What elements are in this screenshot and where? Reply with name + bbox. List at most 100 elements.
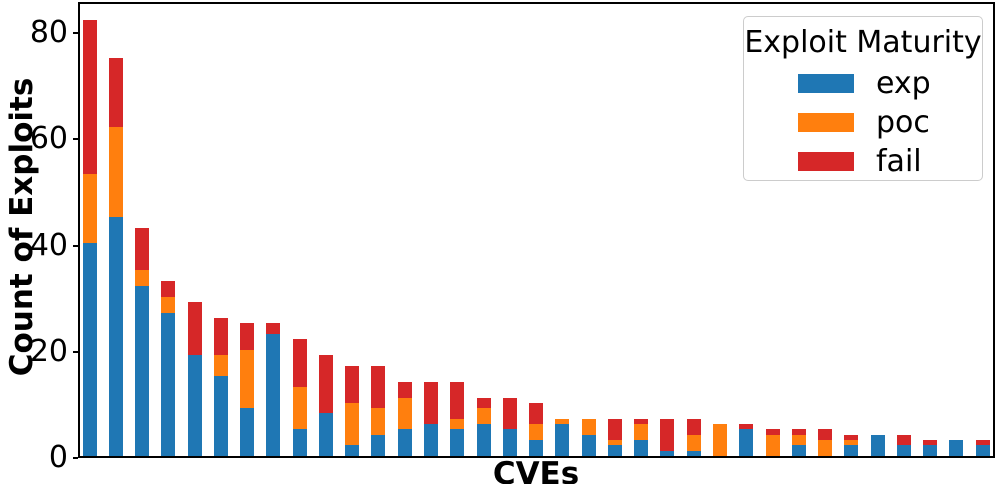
bar-segment-exp bbox=[503, 429, 517, 456]
bar-segment-poc bbox=[398, 398, 412, 429]
y-tick-label: 0 bbox=[48, 440, 68, 475]
legend-entry-fail: fail bbox=[744, 142, 982, 181]
bar-segment-fail bbox=[503, 398, 517, 429]
bar-segment-poc bbox=[293, 387, 307, 429]
bar-segment-exp bbox=[371, 435, 385, 456]
bar-segment-fail bbox=[398, 382, 412, 398]
bar-segment-fail bbox=[135, 228, 149, 270]
y-tick-mark bbox=[73, 32, 78, 34]
bar-segment-poc bbox=[792, 435, 806, 445]
bar-segment-fail bbox=[608, 419, 622, 440]
bar-segment-exp bbox=[345, 445, 359, 456]
bar-segment-fail bbox=[897, 435, 911, 445]
bar-segment-poc bbox=[214, 355, 228, 376]
bar-segment-exp bbox=[844, 445, 858, 456]
bar-segment-exp bbox=[949, 440, 963, 456]
bar-segment-poc bbox=[582, 419, 596, 435]
y-tick-label: 40 bbox=[29, 227, 68, 263]
y-tick-mark bbox=[73, 350, 78, 353]
bar-segment-fail bbox=[844, 435, 858, 440]
bar-segment-exp bbox=[555, 424, 569, 456]
bar-segment-fail bbox=[266, 323, 280, 334]
legend-swatch-exp bbox=[798, 74, 854, 93]
bar-segment-poc bbox=[450, 419, 464, 429]
bar-segment-fail bbox=[739, 424, 753, 429]
legend-label-exp: exp bbox=[876, 66, 931, 101]
bar-segment-exp bbox=[871, 435, 885, 456]
legend-title: Exploit Maturity bbox=[744, 25, 982, 60]
bar-segment-exp bbox=[897, 445, 911, 456]
y-tick-label: 20 bbox=[29, 333, 68, 369]
bar-segment-fail bbox=[660, 419, 674, 451]
bar-segment-exp bbox=[477, 424, 491, 456]
bar-segment-exp bbox=[923, 445, 937, 456]
bar-segment-exp bbox=[608, 445, 622, 456]
legend-swatch-poc bbox=[798, 113, 854, 132]
y-tick-label: 60 bbox=[29, 121, 68, 157]
x-axis-label: CVEs bbox=[492, 456, 580, 484]
bar-segment-fail bbox=[293, 339, 307, 387]
bar-segment-fail bbox=[424, 382, 438, 424]
bar-segment-exp bbox=[293, 429, 307, 456]
bar-segment-fail bbox=[240, 323, 254, 350]
bar-segment-fail bbox=[818, 429, 832, 440]
bar-segment-exp bbox=[398, 429, 412, 456]
bar-segment-exp bbox=[424, 424, 438, 456]
bar-segment-poc bbox=[135, 270, 149, 286]
bar-segment-fail bbox=[634, 419, 648, 424]
y-tick-mark bbox=[73, 457, 78, 459]
bar-segment-exp bbox=[687, 451, 701, 456]
bar-segment-exp bbox=[582, 435, 596, 456]
y-tick-mark bbox=[73, 138, 78, 141]
bar-segment-exp bbox=[161, 313, 175, 456]
bar-segment-poc bbox=[555, 419, 569, 424]
bar-segment-fail bbox=[371, 366, 385, 408]
bar-segment-fail bbox=[214, 318, 228, 355]
bar-segment-fail bbox=[477, 398, 491, 408]
bar-segment-poc bbox=[83, 174, 97, 243]
bar-segment-exp bbox=[109, 217, 123, 456]
bar-segment-poc bbox=[345, 403, 359, 445]
bar-segment-exp bbox=[529, 440, 543, 456]
bar-segment-poc bbox=[109, 127, 123, 217]
bar-segment-poc bbox=[608, 440, 622, 445]
bar-segment-fail bbox=[161, 281, 175, 297]
bar-segment-poc bbox=[240, 350, 254, 408]
bars-layer bbox=[80, 4, 993, 456]
bar-segment-exp bbox=[976, 445, 990, 456]
legend-entries: exp poc fail bbox=[744, 64, 982, 181]
bar-segment-fail bbox=[450, 382, 464, 419]
bar-segment-exp bbox=[214, 376, 228, 456]
bar-segment-fail bbox=[83, 20, 97, 174]
bar-segment-poc bbox=[529, 424, 543, 440]
bar-segment-exp bbox=[739, 429, 753, 456]
bar-segment-poc bbox=[766, 435, 780, 456]
bar-segment-fail bbox=[792, 429, 806, 435]
bar-segment-poc bbox=[844, 440, 858, 445]
bar-segment-exp bbox=[240, 408, 254, 456]
bar-segment-exp bbox=[135, 286, 149, 456]
bar-segment-fail bbox=[188, 302, 202, 355]
bar-segment-fail bbox=[923, 440, 937, 445]
legend: Exploit Maturity exp poc fail bbox=[743, 16, 983, 181]
legend-swatch-fail bbox=[798, 152, 854, 171]
bar-segment-fail bbox=[687, 419, 701, 435]
bar-segment-exp bbox=[83, 243, 97, 456]
legend-entry-exp: exp bbox=[744, 64, 982, 103]
bar-segment-fail bbox=[319, 355, 333, 413]
legend-label-poc: poc bbox=[876, 105, 930, 140]
bar-segment-poc bbox=[818, 440, 832, 456]
legend-entry-poc: poc bbox=[744, 103, 982, 142]
bar-segment-exp bbox=[450, 429, 464, 456]
bar-segment-fail bbox=[766, 429, 780, 435]
bar-segment-poc bbox=[477, 408, 491, 424]
bar-segment-exp bbox=[188, 355, 202, 456]
bar-segment-exp bbox=[266, 334, 280, 456]
bar-segment-poc bbox=[687, 435, 701, 451]
bar-segment-poc bbox=[161, 297, 175, 313]
bar-segment-fail bbox=[109, 58, 123, 127]
y-tick-mark bbox=[73, 244, 78, 247]
bar-segment-fail bbox=[345, 366, 359, 403]
bar-segment-fail bbox=[529, 403, 543, 424]
